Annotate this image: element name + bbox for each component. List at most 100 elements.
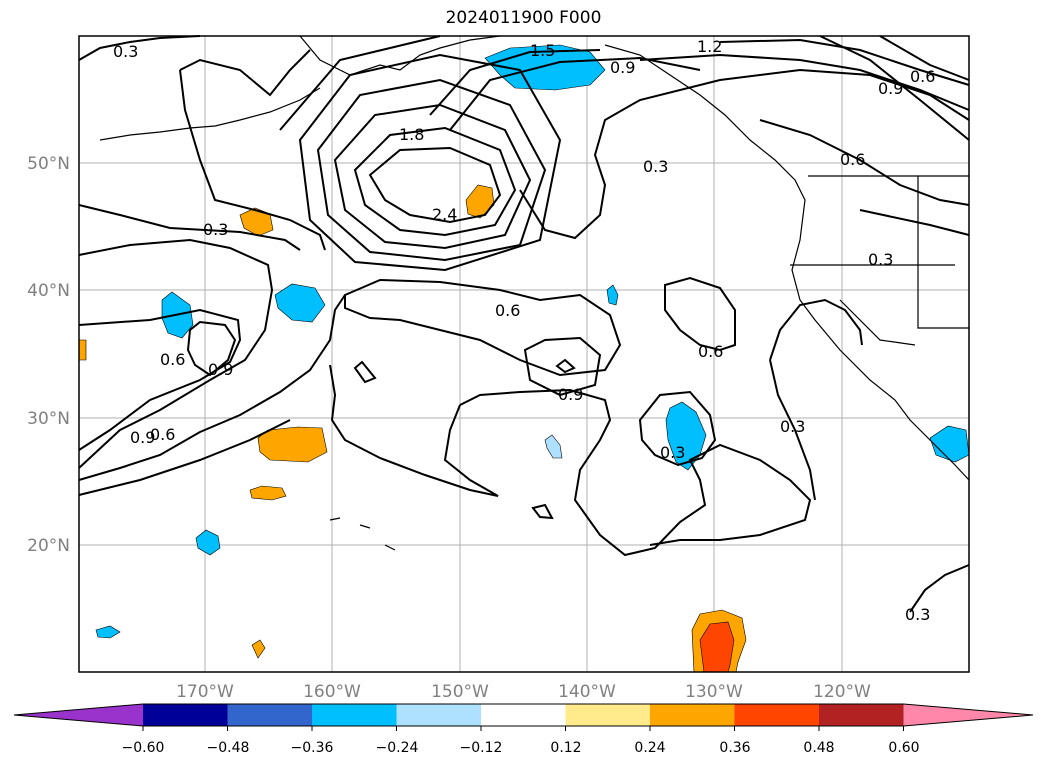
patch-positive [239, 207, 274, 237]
graticule [79, 36, 969, 672]
lon-label: 140°W [558, 682, 616, 702]
contour-label: 0.6 [840, 150, 865, 169]
contour-label: 2.4 [432, 205, 457, 224]
contour-label: 0.6 [910, 67, 935, 86]
contour-line [333, 103, 532, 250]
patch-negative [274, 283, 326, 323]
contour-line [555, 358, 576, 374]
contour-line [78, 308, 242, 451]
patch-positive [78, 339, 87, 361]
contour-line [759, 119, 970, 206]
contour-line [769, 359, 816, 501]
contour-label: 0.6 [160, 350, 185, 369]
patch-negative [95, 625, 121, 639]
contour-line [449, 56, 701, 131]
contour-line [78, 35, 201, 61]
patch-negative [544, 434, 563, 459]
contour-line [638, 390, 717, 467]
contour-line [78, 294, 346, 481]
contour-line [179, 69, 326, 251]
colorbar-tick-label: −0.60 [122, 740, 165, 756]
contour-label: 0.3 [643, 157, 668, 176]
colorbar-extend-max [903, 704, 1033, 726]
contour-label: 0.9 [130, 428, 155, 447]
patch-negative [195, 529, 221, 556]
contour-line [78, 419, 291, 496]
colorbar-tick-label: 0.24 [634, 740, 665, 756]
contour-line [298, 53, 562, 272]
colorbar-segment [143, 704, 228, 726]
colorbar-segment [734, 704, 820, 726]
aleutian-islands [99, 87, 321, 141]
colorbar-segment [650, 704, 735, 726]
contour-line [179, 49, 311, 97]
contour-label: 0.3 [780, 417, 805, 436]
patch-negative [665, 401, 707, 471]
colorbar-tick-label: 0.12 [550, 740, 581, 756]
colorbar-segment [396, 704, 482, 726]
lon-label: 170°W [176, 682, 234, 702]
colorbar-tick-label: 0.36 [719, 740, 750, 756]
contour-label: 0.9 [558, 385, 583, 404]
contour-line [639, 53, 970, 111]
lat-label: 30°N [27, 409, 70, 429]
lon-label: 130°W [685, 682, 743, 702]
contour-line [719, 38, 970, 86]
longitude-labels: 170°W 160°W 150°W 140°W 130°W 120°W [176, 682, 871, 702]
colorbar-segment [312, 704, 397, 726]
map-title: 2024011900 F000 [445, 8, 602, 28]
patch-negative [606, 284, 619, 306]
contour-line [769, 298, 863, 361]
contour-label: 0.6 [495, 301, 520, 320]
contour-line [531, 503, 554, 520]
colorbar-tick-label: −0.48 [207, 740, 250, 756]
lat-label: 40°N [27, 281, 70, 301]
contour-label: 0.3 [905, 605, 930, 624]
colorbar-tick-label: 0.48 [803, 740, 834, 756]
contour-line [279, 35, 441, 131]
contour-lines [78, 35, 970, 613]
map-frame [78, 35, 970, 673]
contour-line [329, 364, 499, 497]
colorbar-tick-label: −0.12 [460, 740, 503, 756]
lon-label: 120°W [813, 682, 871, 702]
contour-line [78, 238, 274, 469]
map-area [79, 36, 969, 672]
contour-line [459, 388, 812, 557]
contour-line [429, 49, 601, 116]
lon-label: 160°W [303, 682, 361, 702]
contour-line [353, 360, 377, 384]
patch-positive [465, 184, 495, 219]
contour-line [186, 320, 237, 377]
contour-line [344, 278, 622, 377]
north-america-coast [604, 44, 970, 481]
contour-label: 0.3 [203, 220, 228, 239]
lon-label: 150°W [431, 682, 489, 702]
colorbar-segment [819, 704, 904, 726]
contour-line [819, 35, 970, 141]
contour-line [368, 146, 502, 224]
colorbar-segment [227, 704, 313, 726]
colorbar-tick-label: −0.24 [376, 740, 419, 756]
contour-label: 0.9 [610, 58, 635, 77]
contour-label: 0.6 [698, 342, 723, 361]
lat-label: 20°N [27, 536, 70, 556]
contour-line [519, 68, 970, 240]
contour-label: 0.9 [208, 360, 233, 379]
contour-label: 0.3 [113, 42, 138, 61]
patch-positive [257, 426, 328, 463]
state-border [917, 176, 969, 329]
coastlines [99, 35, 970, 551]
filled-anomalies [78, 44, 970, 673]
contour-line [353, 126, 517, 237]
colorbar [13, 703, 1034, 731]
colorbar-tick-label: 0.60 [888, 740, 919, 756]
hawaii-islands [329, 517, 396, 551]
contour-label: 1.5 [530, 41, 555, 60]
patch-positive [251, 639, 266, 659]
contour-labels: 0.3 0.3 0.6 0.9 1.2 1.5 1.8 2.4 0.3 0.6 … [113, 37, 935, 624]
contour-line [316, 78, 547, 262]
contour-label: 0.3 [660, 443, 685, 462]
colorbar-extend-min [14, 704, 143, 726]
